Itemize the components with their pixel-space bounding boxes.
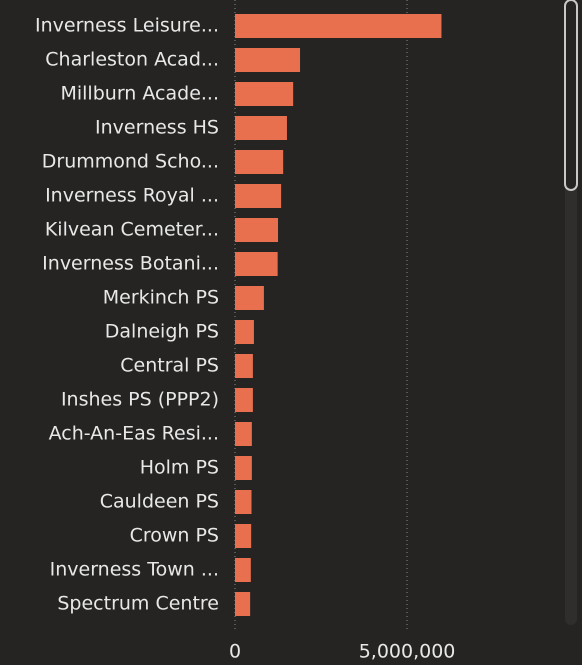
y-tick-label: Inshes PS (PPP2) (61, 389, 219, 411)
bar (235, 524, 252, 548)
bar (235, 184, 282, 208)
y-tick-label: Inverness Town ... (50, 559, 219, 581)
bar (235, 490, 252, 514)
bar (235, 150, 284, 174)
bar (235, 218, 279, 242)
bar (235, 286, 264, 310)
y-tick-label: Drummond Scho... (42, 151, 219, 173)
x-tick-label: 0 (229, 641, 241, 663)
y-tick-label: Charleston Acad... (45, 49, 219, 71)
y-tick-label: Central PS (120, 355, 219, 377)
bar (235, 558, 251, 582)
bar (235, 116, 287, 140)
bar (235, 592, 251, 616)
bar (235, 388, 253, 412)
y-tick-label: Inverness Leisure... (35, 15, 219, 37)
bar (235, 422, 252, 446)
bar (235, 48, 301, 72)
y-tick-label: Holm PS (140, 457, 219, 479)
y-tick-label: Dalneigh PS (105, 321, 219, 343)
y-tick-label: Cauldeen PS (100, 491, 219, 513)
y-tick-label: Inverness Royal ... (45, 185, 219, 207)
x-tick-label: 5,000,000 (359, 641, 456, 663)
bar (235, 354, 253, 378)
y-tick-label: Ach-An-Eas Resi... (49, 423, 219, 445)
y-tick-label: Kilvean Cemeter... (45, 219, 219, 241)
bar (235, 82, 294, 106)
y-tick-label: Millburn Acade... (60, 83, 219, 105)
y-tick-label: Spectrum Centre (57, 593, 219, 615)
scrollbar-thumb[interactable] (564, 0, 578, 191)
y-tick-label: Crown PS (130, 525, 219, 547)
y-tick-label: Inverness Botani... (42, 253, 219, 275)
bar (235, 14, 442, 38)
bar (235, 456, 252, 480)
bar (235, 252, 278, 276)
bar (235, 320, 254, 344)
y-tick-label: Inverness HS (95, 117, 219, 139)
y-tick-label: Merkinch PS (103, 287, 219, 309)
